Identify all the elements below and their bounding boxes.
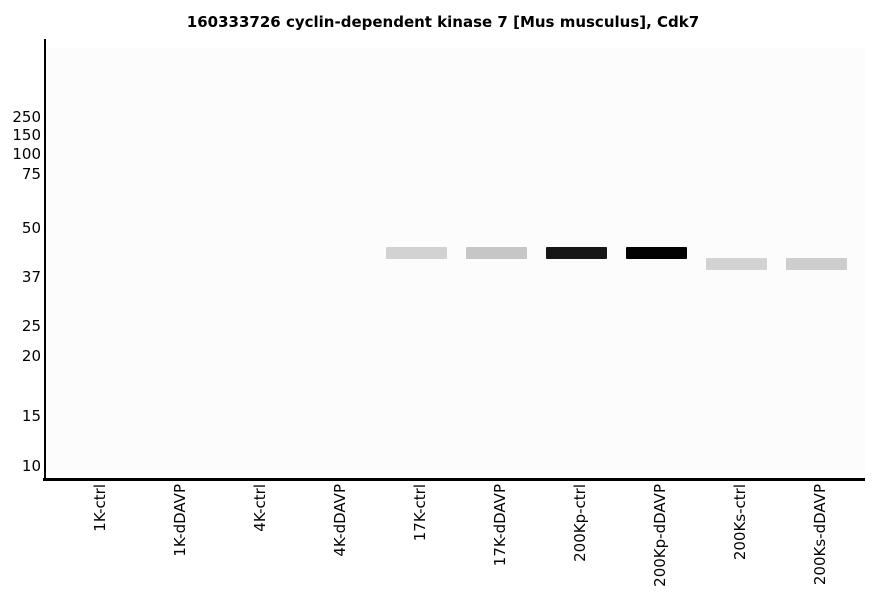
- protein-band-17K-dDAVP: [466, 247, 527, 259]
- lane-label: 4K-dDAVP: [331, 484, 349, 557]
- y-tick-label: 20: [21, 347, 41, 365]
- y-tick-label: 250: [12, 108, 41, 126]
- lane-label: 200Ks-dDAVP: [811, 484, 829, 586]
- y-tick-label: 25: [21, 317, 41, 335]
- chart-title: 160333726 cyclin-dependent kinase 7 [Mus…: [186, 13, 700, 31]
- lane-label: 200Kp-dDAVP: [651, 484, 669, 587]
- y-tick-label: 150: [12, 126, 41, 144]
- y-tick-label: 10: [21, 457, 41, 475]
- lane-label: 1K-ctrl: [91, 484, 109, 532]
- y-tick-label: 100: [12, 145, 41, 163]
- protein-band-200Kp-dDAVP: [626, 247, 687, 259]
- y-tick-label: 37: [21, 268, 41, 286]
- lane-label: 4K-ctrl: [251, 484, 269, 532]
- y-axis-line: [44, 39, 46, 481]
- lane-label: 17K-ctrl: [411, 484, 429, 542]
- protein-band-17K-ctrl: [386, 247, 447, 259]
- x-axis-line: [43, 478, 865, 481]
- lane-label: 1K-dDAVP: [171, 484, 189, 557]
- lane-label: 200Ks-ctrl: [731, 484, 749, 561]
- protein-band-200Ks-dDAVP: [786, 258, 847, 270]
- lane-label: 17K-dDAVP: [491, 484, 509, 567]
- protein-band-200Kp-ctrl: [546, 247, 607, 259]
- y-tick-label: 50: [21, 219, 41, 237]
- lane-label: 200Kp-ctrl: [571, 484, 589, 562]
- y-tick-label: 75: [21, 165, 41, 183]
- protein-band-200Ks-ctrl: [706, 258, 767, 270]
- y-tick-label: 15: [21, 407, 41, 425]
